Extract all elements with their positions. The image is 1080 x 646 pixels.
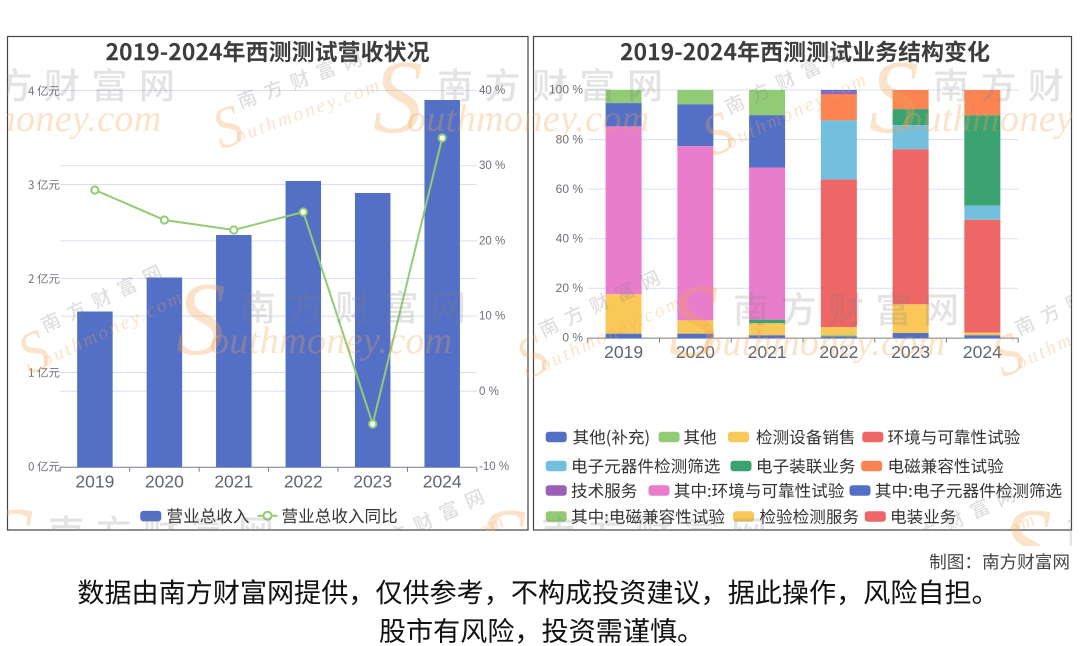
svg-text:2020: 2020 — [145, 472, 184, 492]
svg-text:2022: 2022 — [819, 342, 858, 362]
svg-text:-10 %: -10 % — [479, 461, 509, 473]
svg-text:outhmoney.com: outhmoney.com — [407, 98, 650, 140]
svg-text:30 %: 30 % — [479, 160, 505, 172]
svg-text:2024: 2024 — [423, 472, 462, 492]
svg-text:0 %: 0 % — [562, 330, 583, 344]
svg-text:2023: 2023 — [891, 342, 930, 362]
svg-text:outhmoney.com: outhmoney.com — [903, 98, 1080, 140]
svg-text:20 %: 20 % — [556, 281, 584, 295]
svg-text:2019: 2019 — [75, 472, 114, 492]
svg-text:2019: 2019 — [604, 342, 643, 362]
svg-text:0 %: 0 % — [479, 386, 499, 398]
svg-text:2021: 2021 — [214, 472, 253, 492]
svg-text:outhmoney.com: outhmoney.com — [703, 322, 946, 364]
svg-text:10 %: 10 % — [479, 311, 505, 323]
svg-text:40 %: 40 % — [556, 231, 584, 245]
svg-text:2023: 2023 — [353, 472, 392, 492]
svg-text:60 %: 60 % — [556, 182, 584, 196]
svg-text:2022: 2022 — [284, 472, 323, 492]
svg-text:20 %: 20 % — [479, 235, 505, 247]
svg-text:2021: 2021 — [748, 342, 787, 362]
svg-text:outhmoney.com: outhmoney.com — [407, 98, 650, 140]
svg-text:2024: 2024 — [963, 342, 1002, 362]
svg-text:80 %: 80 % — [556, 132, 584, 146]
svg-text:outhmoney.com: outhmoney.com — [0, 98, 162, 140]
svg-text:40 %: 40 % — [479, 85, 505, 97]
svg-text:outhmoney.com: outhmoney.com — [210, 320, 453, 362]
